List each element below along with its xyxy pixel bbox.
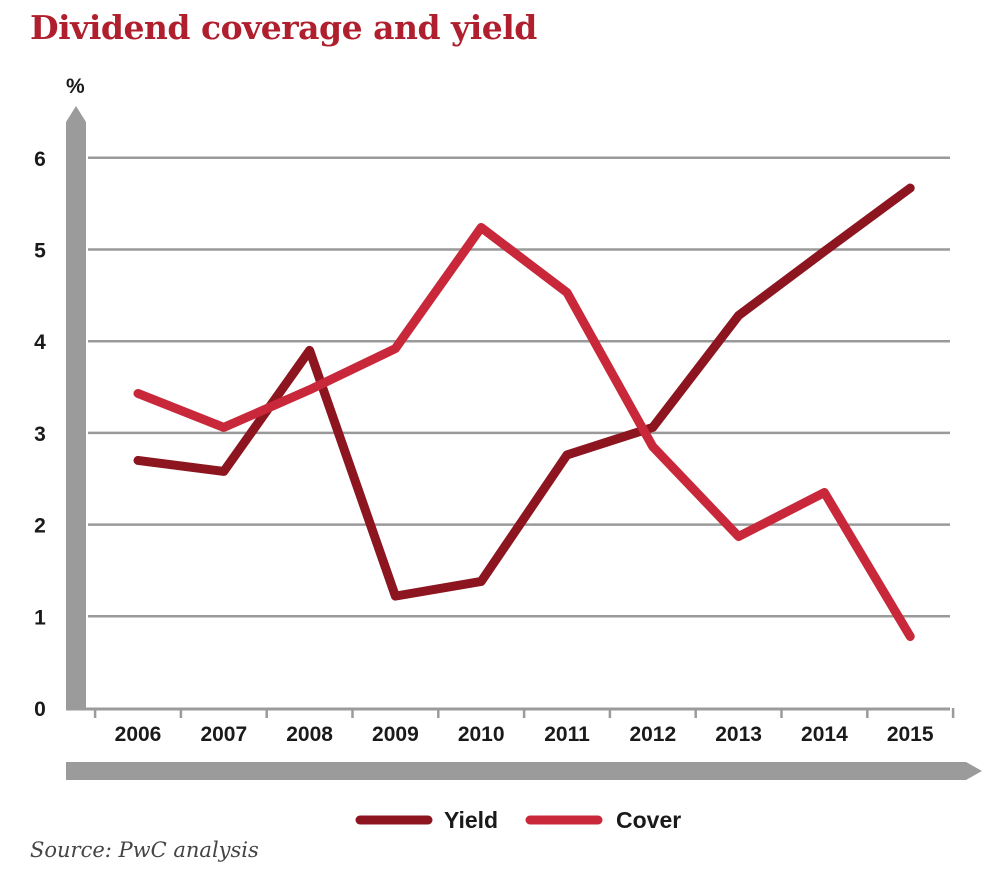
series-line-cover <box>133 222 915 641</box>
x-tick-label: 2012 <box>629 723 676 746</box>
y-tick-label: 5 <box>34 240 46 263</box>
x-tick-label: 2007 <box>200 723 247 746</box>
gridlines <box>88 156 950 618</box>
x-tick-label: 2013 <box>715 723 762 746</box>
x-tick-label: 2015 <box>887 723 934 746</box>
y-unit-label: % <box>66 75 85 98</box>
x-tick-marks <box>66 707 955 718</box>
series-lines <box>133 183 915 641</box>
legend-label-yield: Yield <box>444 807 498 833</box>
x-tick-label: 2010 <box>458 723 505 746</box>
x-tick-label: 2009 <box>372 723 419 746</box>
chart-title: Dividend coverage and yield <box>30 8 537 47</box>
x-tick-labels: 2006 2007 2008 2009 2010 2011 2012 2013 2014 2015 <box>115 723 934 746</box>
source-note: Source: PwC analysis <box>30 838 259 862</box>
x-tick-label: 2008 <box>286 723 333 746</box>
y-tick-label: 0 <box>34 698 46 721</box>
legend: Yield Cover <box>355 807 681 833</box>
legend-label-cover: Cover <box>616 807 681 833</box>
y-tick-label: 6 <box>34 148 46 171</box>
y-tick-label: 2 <box>34 515 46 538</box>
x-axis-arrow <box>66 762 982 780</box>
axes <box>66 106 982 780</box>
y-tick-labels: 0 1 2 3 4 5 6 <box>34 148 46 721</box>
y-axis-arrow <box>66 106 86 708</box>
y-tick-label: 1 <box>34 606 46 629</box>
y-tick-label: 3 <box>34 423 46 446</box>
x-tick-label: 2006 <box>115 723 162 746</box>
y-tick-label: 4 <box>34 331 46 354</box>
x-tick-label: 2014 <box>801 723 848 746</box>
x-tick-label: 2011 <box>544 723 590 746</box>
